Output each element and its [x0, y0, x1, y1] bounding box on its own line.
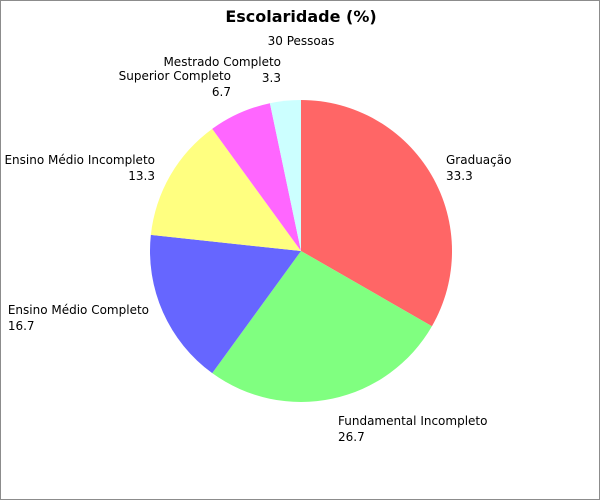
slice-label-superior-completo: Superior Completo 6.7 — [119, 68, 231, 100]
slice-value-text: 6.7 — [211, 85, 231, 99]
slice-label-mestrado-completo: Mestrado Completo 3.3 — [163, 54, 281, 86]
pie-slice-5 — [269, 99, 301, 251]
slice-label-text: Ensino Médio Completo — [7, 303, 149, 317]
slice-label-ensino-medio-completo: Ensino Médio Completo 16.7 — [8, 302, 149, 334]
pie-slice-4 — [212, 103, 301, 251]
slice-value-text: 13.3 — [128, 169, 155, 183]
slice-label-text: Mestrado Completo — [163, 55, 281, 69]
pie-slice-2 — [149, 234, 301, 374]
slice-label-fundamental-incompleto: Fundamental Incompleto 26.7 — [338, 413, 487, 445]
slice-label-text: Ensino Médio Incompleto — [4, 153, 155, 167]
slice-value-text: 16.7 — [7, 319, 35, 333]
slice-label-text: Superior Completo — [118, 69, 231, 83]
slice-value-text: 26.7 — [338, 430, 365, 444]
chart-subtitle: 30 Pessoas — [267, 34, 335, 48]
pie-slice-3 — [150, 128, 301, 251]
pie-slice-1 — [212, 251, 432, 403]
pie-slice-0 — [301, 100, 453, 327]
chart-title: Escolaridade (%) — [225, 7, 377, 26]
slice-value-text: 33.3 — [446, 169, 473, 183]
slice-label-text: Fundamental Incompleto — [338, 414, 488, 428]
slice-label-graduacao: Graduação 33.3 — [446, 152, 511, 184]
slice-value-text: 3.3 — [261, 71, 281, 85]
slice-label-text: Graduação — [446, 153, 512, 167]
slice-label-ensino-medio-incompleto: Ensino Médio Incompleto 13.3 — [4, 152, 155, 184]
